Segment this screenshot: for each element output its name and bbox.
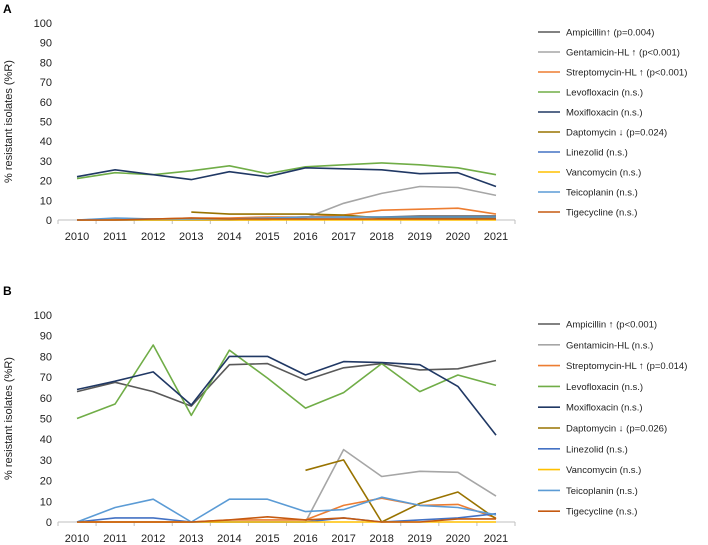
panel-b-legend-label-tigecycline: Tigecycline (n.s.) bbox=[566, 507, 637, 518]
panel-a-x-tick: 2012 bbox=[141, 231, 165, 243]
panel-b-x-tick: 2011 bbox=[103, 533, 127, 545]
panel-b-legend-label-daptomycin: Daptomycin ↓ (p=0.026) bbox=[566, 424, 667, 435]
panel-a-legend-label-levofloxacin: Levofloxacin (n.s.) bbox=[566, 88, 643, 99]
panel-b-y-tick: 90 bbox=[40, 331, 52, 343]
panel-b-y-tick: 20 bbox=[40, 476, 52, 488]
panel-a-y-axis-label: % resistant isolates (%R) bbox=[3, 60, 15, 183]
panel-a-series-tigecycline bbox=[77, 217, 496, 221]
panel-a-series-gentamicin-hl bbox=[77, 185, 497, 221]
panel-b-x-tick: 2021 bbox=[484, 533, 508, 545]
panel-b-y-axis-label: % resistant isolates (%R) bbox=[3, 357, 15, 480]
panel-a-x-tick: 2011 bbox=[103, 231, 127, 243]
panel-a-y-tick: 60 bbox=[40, 97, 52, 109]
panel-a-y-tick: 20 bbox=[40, 176, 52, 188]
panel-a-y-tick: 10 bbox=[40, 195, 52, 207]
panel-a-y-tick: 70 bbox=[40, 77, 52, 89]
panel-a-x-tick: 2014 bbox=[217, 231, 241, 243]
panel-a-legend-label-streptomycin-hl: Streptomycin-HL ↑ (p<0.001) bbox=[566, 68, 687, 79]
panel-a-legend-label-vancomycin: Vancomycin (n.s.) bbox=[566, 168, 641, 179]
panel-a-series-levofloxacin bbox=[76, 162, 497, 180]
panel-b-series-daptomycin bbox=[305, 459, 497, 523]
panel-b-y-tick: 0 bbox=[46, 517, 52, 529]
panel-a-y-tick: 100 bbox=[34, 18, 52, 30]
panel-a-x-tick: 2020 bbox=[446, 231, 470, 243]
panel-b-x-tick: 2014 bbox=[217, 533, 241, 545]
panel-b-y-tick: 40 bbox=[40, 434, 52, 446]
panel-b-series-levofloxacin bbox=[76, 344, 497, 420]
panel-b-y-tick: 100 bbox=[34, 310, 52, 322]
panel-b-legend-label-linezolid: Linezolid (n.s.) bbox=[566, 444, 628, 455]
panel-b-x-tick: 2012 bbox=[141, 533, 165, 545]
panel-b-legend-label-ampicillin: Ampicillin ↑ (p<0.001) bbox=[566, 320, 657, 331]
panel-b-legend-label-gentamicin-hl: Gentamicin-HL (n.s.) bbox=[566, 340, 653, 351]
panel-b-x-tick: 2020 bbox=[446, 533, 470, 545]
panel-b-series-gentamicin-hl bbox=[77, 448, 497, 523]
panel-a-legend-label-daptomycin: Daptomycin ↓ (p=0.024) bbox=[566, 128, 667, 139]
panel-a-x-tick: 2021 bbox=[484, 231, 508, 243]
panel-a-legend-label-ampicillin: Ampicillin↑ (p=0.004) bbox=[566, 28, 654, 39]
panel-b-y-tick: 60 bbox=[40, 393, 52, 405]
panel-b-legend-label-moxifloxacin: Moxifloxacin (n.s.) bbox=[566, 403, 643, 414]
panel-a-y-tick: 80 bbox=[40, 57, 52, 69]
panel-b-legend-label-teicoplanin: Teicoplanin (n.s.) bbox=[566, 486, 638, 497]
panel-b-y-tick: 10 bbox=[40, 496, 52, 508]
panel-a-x-tick: 2017 bbox=[331, 231, 355, 243]
panel-a-x-tick: 2010 bbox=[65, 231, 89, 243]
panel-a-y-tick: 90 bbox=[40, 38, 52, 50]
panel-a-legend-label-teicoplanin: Teicoplanin (n.s.) bbox=[566, 188, 638, 199]
panel-a-series-daptomycin bbox=[191, 211, 496, 219]
panel-a-y-tick: 0 bbox=[46, 215, 52, 227]
panel-a-y-tick: 40 bbox=[40, 136, 52, 148]
panel-a-x-tick: 2019 bbox=[408, 231, 432, 243]
panel-a-x-tick: 2018 bbox=[369, 231, 393, 243]
panel-b-legend-label-streptomycin-hl: Streptomycin-HL ↑ (p=0.014) bbox=[566, 361, 687, 372]
panel-b-x-tick: 2015 bbox=[255, 533, 279, 545]
panel-b-series-moxifloxacin bbox=[76, 355, 497, 436]
panel-b-series-tigecycline bbox=[77, 515, 496, 523]
panel-b-x-tick: 2018 bbox=[369, 533, 393, 545]
panel-a-x-tick: 2015 bbox=[255, 231, 279, 243]
panel-b-series-ampicillin bbox=[76, 359, 497, 407]
panel-b-x-tick: 2013 bbox=[179, 533, 203, 545]
panel-b-x-tick: 2010 bbox=[65, 533, 89, 545]
panel-a-legend-label-tigecycline: Tigecycline (n.s.) bbox=[566, 208, 637, 219]
panel-a-legend-label-gentamicin-hl: Gentamicin-HL ↑ (p<0.001) bbox=[566, 48, 680, 59]
panel-a-x-tick: 2016 bbox=[293, 231, 317, 243]
panel-b-x-tick: 2019 bbox=[408, 533, 432, 545]
panel-a-y-tick: 30 bbox=[40, 156, 52, 168]
panel-a-label: A bbox=[3, 2, 12, 16]
panel-b-x-tick: 2017 bbox=[331, 533, 355, 545]
panel-b-legend-label-levofloxacin: Levofloxacin (n.s.) bbox=[566, 382, 643, 393]
panel-a-legend-label-linezolid: Linezolid (n.s.) bbox=[566, 148, 628, 159]
panel-a-legend-label-moxifloxacin: Moxifloxacin (n.s.) bbox=[566, 108, 643, 119]
panel-b-series-teicoplanin bbox=[76, 496, 497, 523]
panel-b-y-tick: 50 bbox=[40, 414, 52, 426]
panel-a-y-tick: 50 bbox=[40, 117, 52, 129]
panel-a-series-moxifloxacin bbox=[76, 167, 497, 188]
panel-b-y-tick: 80 bbox=[40, 351, 52, 363]
panel-b-y-tick: 70 bbox=[40, 372, 52, 384]
panel-b-legend-label-vancomycin: Vancomycin (n.s.) bbox=[566, 465, 641, 476]
panel-b-y-tick: 30 bbox=[40, 455, 52, 467]
panel-a-x-tick: 2013 bbox=[179, 231, 203, 243]
panel-b-label: B bbox=[3, 284, 12, 298]
panel-b-x-tick: 2016 bbox=[293, 533, 317, 545]
